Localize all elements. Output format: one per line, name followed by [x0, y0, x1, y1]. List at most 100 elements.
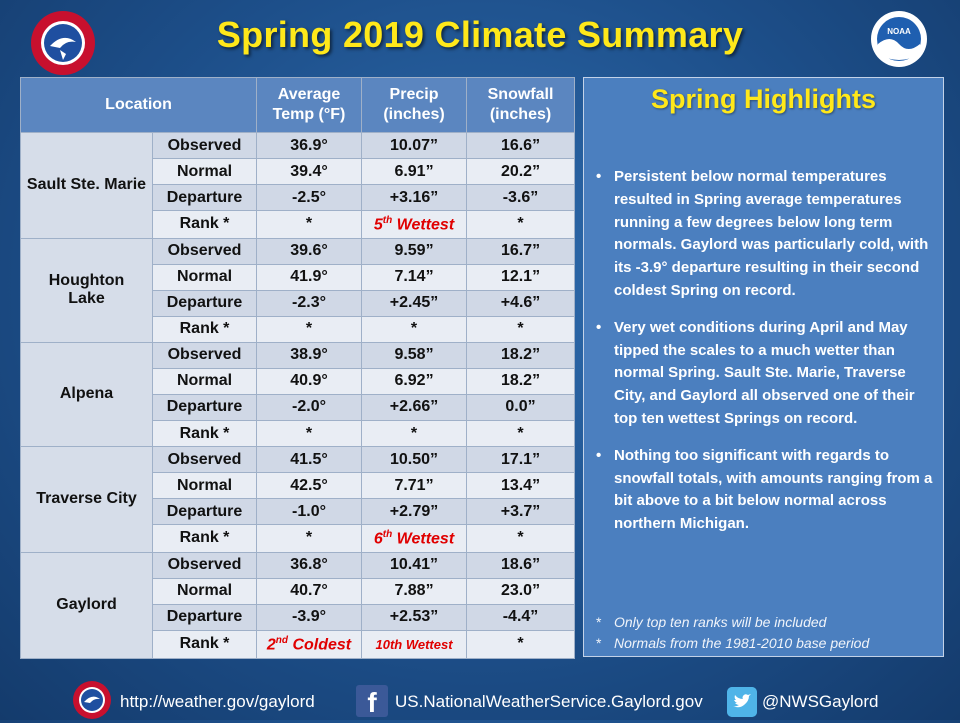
temp-cell: 39.4°	[256, 158, 363, 186]
precip-cell: 10.07”	[361, 131, 468, 160]
highlights-panel: Spring Highlights • Persistent below nor…	[583, 77, 944, 657]
footer: http://weather.gov/gaylord US.NationalWe…	[0, 683, 960, 723]
snow-cell: *	[466, 210, 576, 239]
precip-cell: *	[361, 315, 468, 343]
station-name: Alpena	[20, 341, 153, 448]
temp-cell: *	[256, 419, 363, 448]
precip-rank-cell: 6th Wettest	[361, 524, 468, 553]
temp-cell: *	[256, 315, 363, 343]
highlights-list: • Persistent below normal temperatures r…	[594, 166, 934, 550]
station-name: Traverse City	[20, 446, 153, 553]
precip-cell: 6.91”	[361, 158, 468, 186]
table-row: Departure -2.0° +2.66” 0.0”	[21, 393, 576, 422]
temp-cell: -2.5°	[256, 184, 363, 212]
table-header-row: Location Average Temp (°F) Precip (inches)…	[19, 77, 576, 133]
snow-cell: *	[466, 419, 576, 448]
precip-cell: *	[361, 419, 468, 448]
precip-cell: 9.59”	[361, 237, 468, 265]
snow-cell: *	[466, 524, 576, 553]
table-row: Normal 42.5° 7.71” 13.4”	[21, 472, 576, 500]
table-row: Rank * * 6th Wettest *	[21, 524, 576, 553]
highlight-item: • Persistent below normal temperatures r…	[596, 168, 929, 299]
precip-cell: 7.71”	[361, 472, 468, 500]
asterisk-icon: *	[596, 614, 602, 630]
snow-cell: 18.2”	[466, 367, 576, 395]
snow-cell: +3.7”	[466, 498, 576, 526]
page-title: Spring 2019 Climate Summary	[216, 14, 744, 55]
bullet-icon: •	[596, 318, 602, 336]
precip-cell: 6.92”	[361, 367, 468, 395]
snow-cell: 17.1”	[466, 446, 576, 474]
website-link[interactable]: http://weather.gov/gaylord	[120, 692, 315, 711]
snow-cell: 0.0”	[466, 393, 576, 422]
temp-cell: -2.3°	[256, 289, 363, 317]
precip-rank-cell: 5th Wettest	[361, 210, 468, 239]
temp-cell: *	[256, 524, 363, 553]
table-row: Alpena Observed 38.9° 9.58” 18.2”	[20, 341, 576, 448]
nws-footer-logo	[73, 681, 111, 719]
climate-table: Location Average Temp (°F) Precip (inches)…	[19, 77, 576, 660]
row-label: Departure	[151, 289, 258, 317]
header-precip: Precip (inches)	[361, 77, 468, 133]
snow-cell: +4.6”	[466, 289, 576, 317]
row-label: Departure	[151, 184, 258, 212]
row-label: Observed	[151, 131, 258, 160]
facebook-link[interactable]: US.NationalWeatherService.Gaylord.gov	[395, 692, 703, 711]
row-label: Observed	[151, 341, 258, 369]
snow-cell: 20.2”	[466, 158, 576, 186]
temp-cell: -2.0°	[256, 393, 363, 422]
row-label: Departure	[151, 603, 258, 631]
highlight-item: • Very wet conditions during April and M…	[596, 318, 915, 427]
row-label: Normal	[151, 263, 258, 291]
row-label: Rank *	[151, 315, 258, 343]
table-row: Rank * * 5th Wettest *	[21, 210, 576, 239]
precip-cell: +2.45”	[361, 289, 468, 317]
table-row: Normal 40.9° 6.92” 18.2”	[21, 367, 576, 395]
precip-cell: 9.58”	[361, 341, 468, 369]
table-row: Rank * * * *	[21, 315, 576, 343]
row-label: Rank *	[151, 210, 258, 239]
precip-cell: +2.66”	[361, 393, 468, 422]
header-snowfall: Snowfall (inches)	[466, 77, 576, 133]
temp-cell: 36.8°	[256, 551, 363, 579]
temp-cell: 41.9°	[256, 263, 363, 291]
precip-cell: +3.16”	[361, 184, 468, 212]
temp-cell: -3.9°	[256, 603, 363, 631]
precip-cell: 7.88”	[361, 577, 468, 605]
snow-cell: 16.6”	[466, 131, 576, 160]
snow-cell: 18.6”	[466, 551, 576, 579]
temp-cell: 40.7°	[256, 577, 363, 605]
table-row: Normal 40.7° 7.88” 23.0”	[21, 577, 576, 605]
twitter-link[interactable]: @NWSGaylord	[762, 692, 879, 711]
temp-cell: 39.6°	[256, 237, 363, 265]
table-row: Departure -1.0° +2.79” +3.7”	[21, 498, 576, 526]
table-row: Rank * * * *	[21, 419, 576, 448]
row-label: Observed	[151, 446, 258, 474]
temp-rank-cell: 2nd Coldest	[256, 629, 363, 660]
asterisk-icon: *	[596, 635, 602, 651]
precip-cell: 10.41”	[361, 551, 468, 579]
footnote: * Normals from the 1981-2010 base period	[596, 633, 869, 654]
snow-cell: -3.6”	[466, 184, 576, 212]
row-label: Departure	[151, 393, 258, 422]
row-label: Normal	[151, 158, 258, 186]
highlights-title: Spring Highlights	[651, 84, 876, 114]
header-temp: Average Temp (°F)	[256, 77, 363, 133]
snow-cell: 18.2”	[466, 341, 576, 369]
table-row: Traverse City Observed 41.5° 10.50” 17.1…	[20, 446, 576, 553]
temp-cell: 41.5°	[256, 446, 363, 474]
facebook-icon: f	[356, 685, 388, 718]
footnotes: * Only top ten ranks will be included * No…	[596, 612, 869, 654]
snow-cell: 13.4”	[466, 472, 576, 500]
precip-rank-cell: 10th Wettest	[361, 629, 468, 660]
nws-logo	[31, 11, 95, 75]
twitter-icon	[727, 687, 757, 717]
noaa-logo-text: NOAA	[887, 27, 911, 36]
bullet-icon: •	[596, 168, 602, 185]
row-label: Departure	[151, 498, 258, 526]
table-row: Sault Ste. Marie Observed 36.9° 10.07” 1…	[20, 131, 576, 239]
table-row: Departure -3.9° +2.53” -4.4”	[21, 603, 576, 631]
snow-cell: *	[466, 629, 576, 660]
snow-cell: 23.0”	[466, 577, 576, 605]
precip-cell: +2.79”	[361, 498, 468, 526]
